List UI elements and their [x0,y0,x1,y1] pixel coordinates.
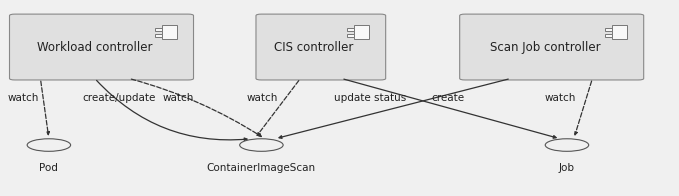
Text: update status: update status [334,93,406,103]
FancyArrowPatch shape [279,79,509,138]
Text: ContainerImageScan: ContainerImageScan [207,163,316,173]
Bar [605,34,612,37]
Text: Job: Job [559,163,575,173]
Bar [354,25,369,39]
FancyArrowPatch shape [96,80,247,141]
Bar [605,28,612,31]
Text: watch: watch [246,93,278,103]
Text: create: create [432,93,464,103]
Text: create/update: create/update [82,93,155,103]
Circle shape [545,139,589,151]
FancyBboxPatch shape [10,14,194,80]
Text: Scan Job controller: Scan Job controller [490,41,600,54]
Bar [347,34,354,37]
Text: CIS controller: CIS controller [274,41,354,54]
FancyBboxPatch shape [460,14,644,80]
Bar [162,25,177,39]
FancyArrowPatch shape [41,81,50,135]
FancyArrowPatch shape [574,81,591,135]
Text: watch: watch [545,93,576,103]
Bar [612,25,627,39]
Circle shape [27,139,71,151]
Text: watch: watch [162,93,194,103]
Text: Workload controller: Workload controller [37,41,153,54]
FancyArrowPatch shape [257,81,299,135]
FancyBboxPatch shape [256,14,386,80]
Text: Pod: Pod [39,163,58,173]
FancyArrowPatch shape [344,79,556,138]
Bar [155,34,162,37]
Bar [155,28,162,31]
FancyArrowPatch shape [131,79,261,136]
Text: watch: watch [7,93,39,103]
Bar [347,28,354,31]
Circle shape [240,139,283,151]
